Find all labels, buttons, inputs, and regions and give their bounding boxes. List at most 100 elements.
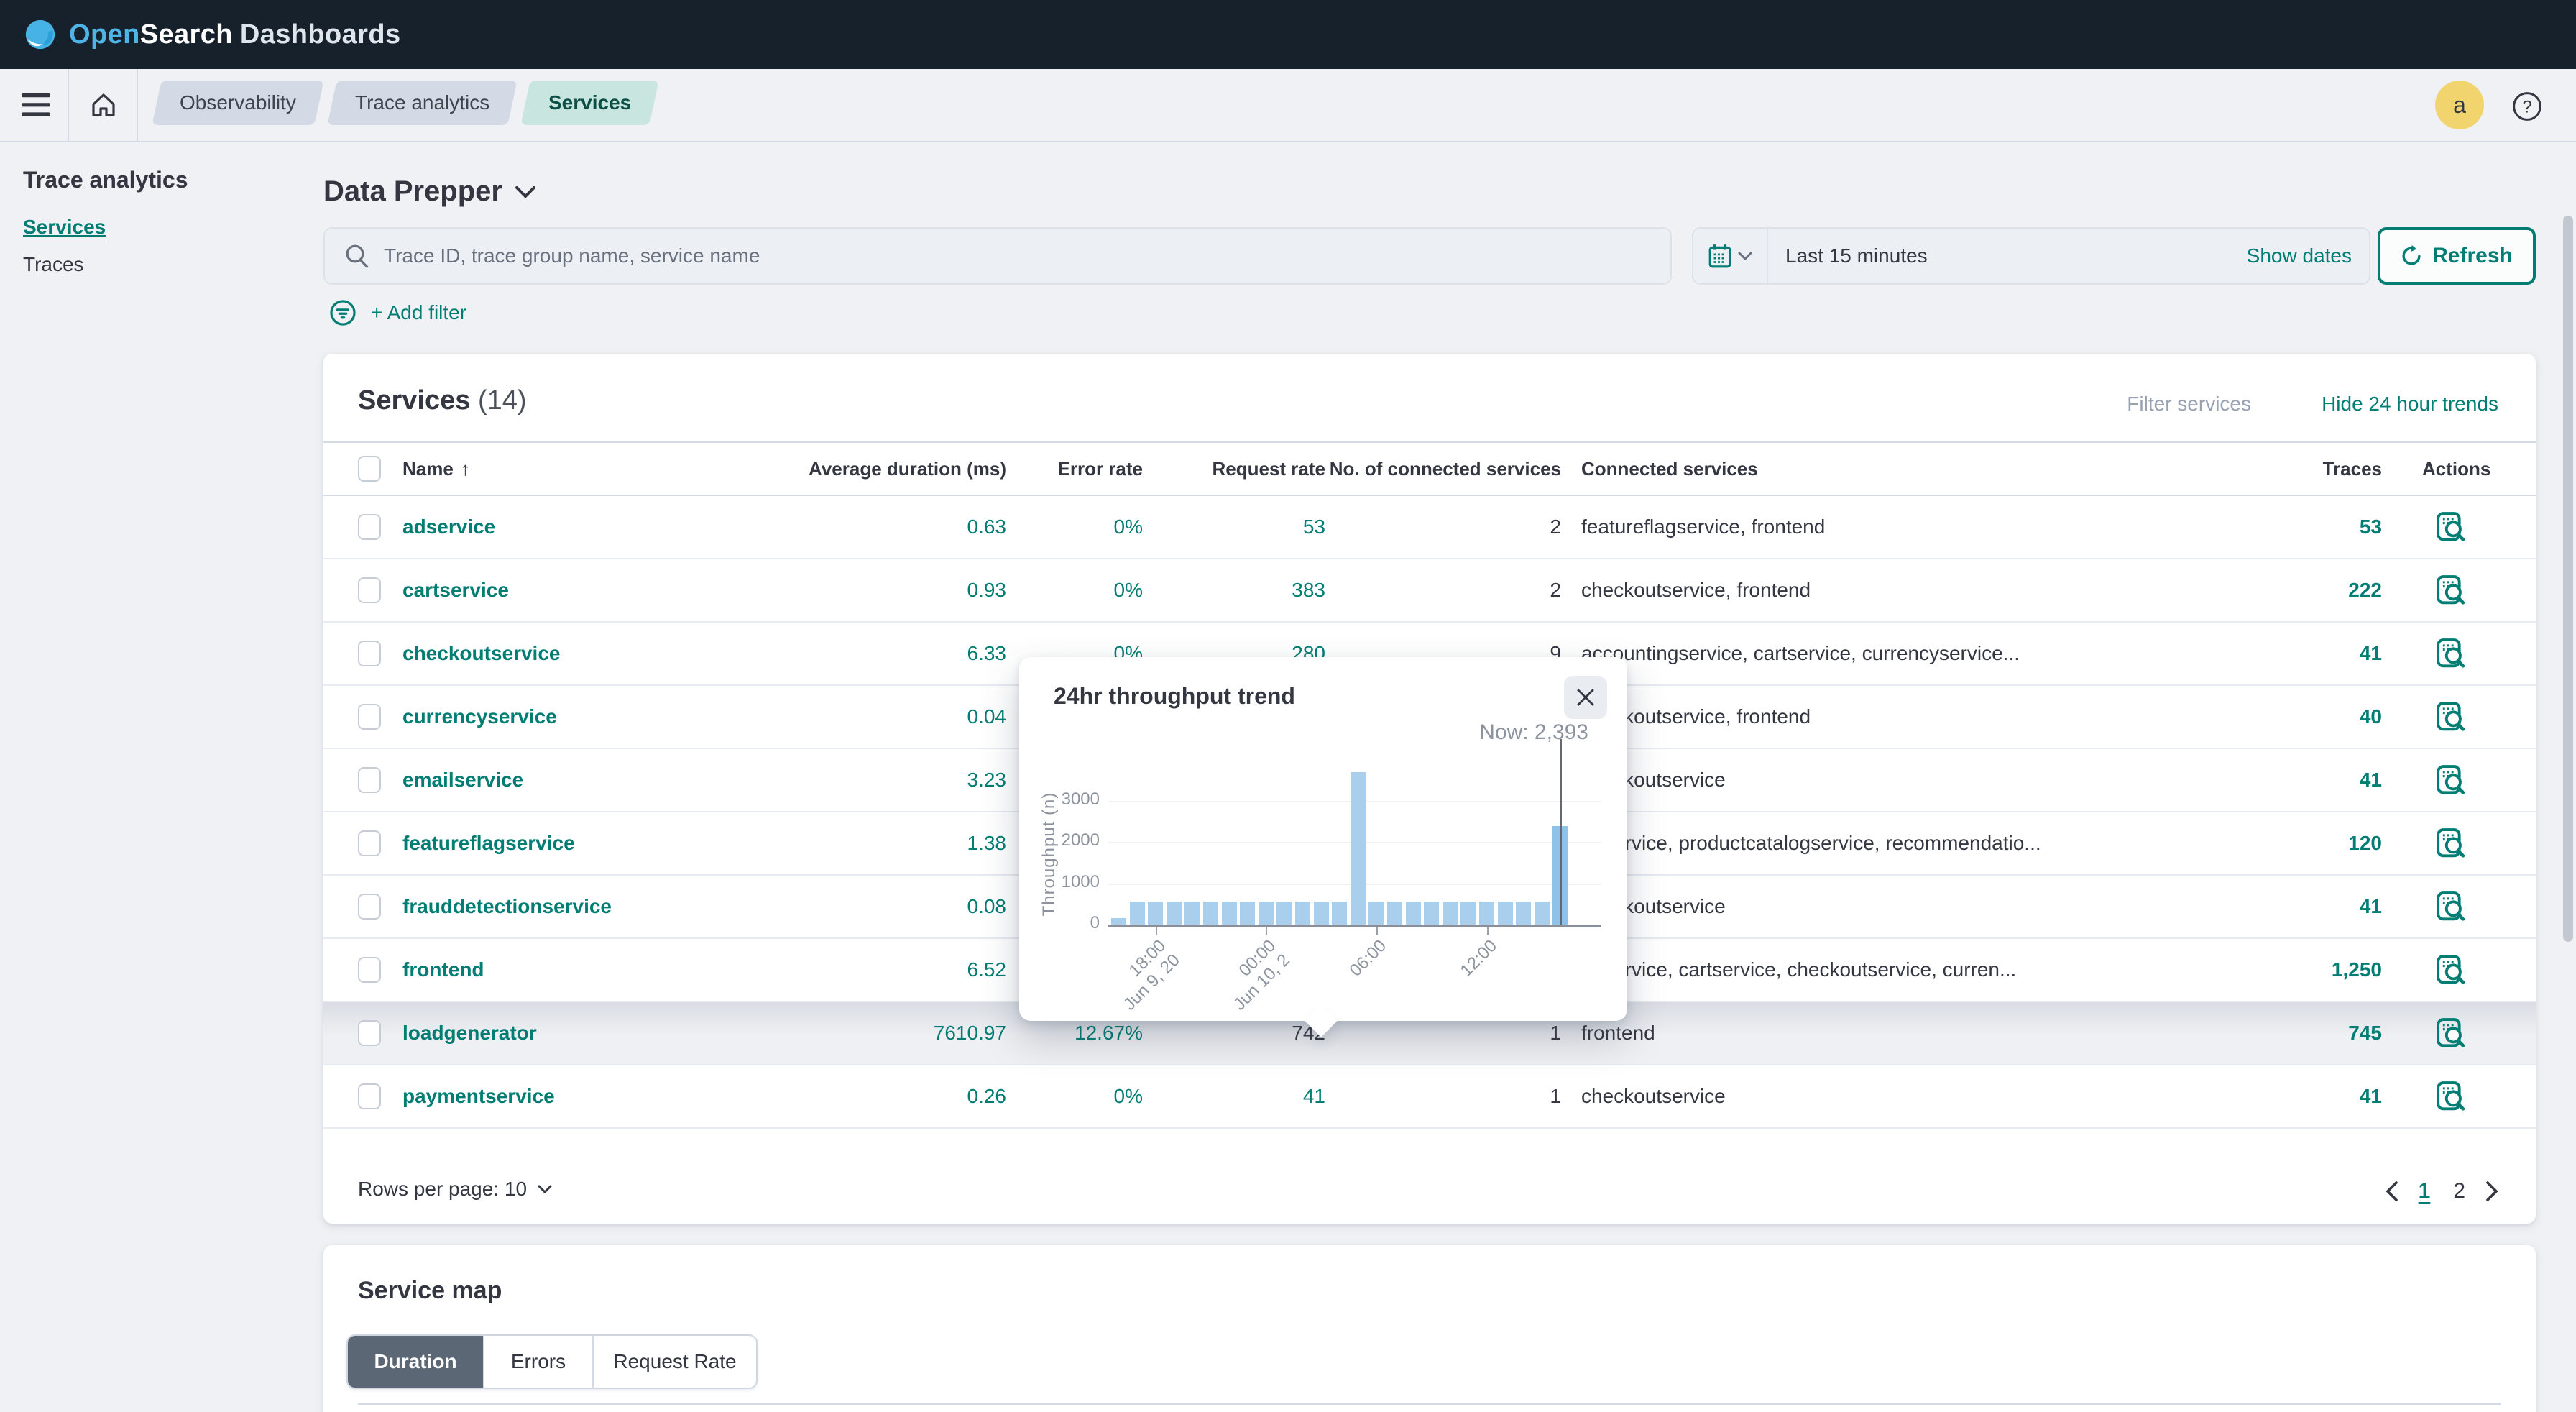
sidebar-item-services[interactable]: Services xyxy=(23,216,106,238)
calendar-dropdown-button[interactable] xyxy=(1693,229,1767,283)
breadcrumb-item-trace-analytics[interactable]: Trace analytics xyxy=(327,81,518,125)
service-map-tab-errors[interactable]: Errors xyxy=(484,1336,594,1388)
view-traces-action[interactable] xyxy=(2435,496,2467,558)
avatar[interactable]: a xyxy=(2435,81,2484,129)
chevron-left-icon[interactable] xyxy=(2386,1181,2398,1201)
service-map-panel: Service map Duration Errors Request Rate xyxy=(323,1245,2536,1412)
throughput-bar xyxy=(1295,902,1310,925)
view-traces-action[interactable] xyxy=(2435,876,2467,937)
row-checkbox[interactable] xyxy=(358,577,381,603)
service-name-link[interactable]: paymentservice xyxy=(402,1085,555,1107)
throughput-bar xyxy=(1442,902,1458,925)
x-tick-mark xyxy=(1155,927,1157,935)
home-icon[interactable] xyxy=(88,89,119,121)
view-traces-action[interactable] xyxy=(2435,1065,2467,1127)
view-traces-action[interactable] xyxy=(2435,559,2467,621)
menu-icon[interactable] xyxy=(20,89,52,121)
service-name-link[interactable]: loadgenerator xyxy=(402,1022,537,1044)
x-axis-line xyxy=(1108,925,1601,927)
page-1-button[interactable]: 1 xyxy=(2418,1179,2431,1203)
select-all-checkbox[interactable] xyxy=(358,456,381,482)
refresh-button[interactable]: Refresh xyxy=(2378,227,2536,285)
row-checkbox[interactable] xyxy=(358,641,381,666)
traces-count-link[interactable]: 41 xyxy=(2359,769,2382,791)
traces-count-link[interactable]: 1,250 xyxy=(2331,958,2382,981)
breadcrumb-label: Trace analytics xyxy=(354,91,490,114)
connected-services-value: checkoutservice xyxy=(1581,769,1726,791)
search-placeholder: Trace ID, trace group name, service name xyxy=(384,244,760,267)
service-map-tab-request-rate[interactable]: Request Rate xyxy=(594,1336,756,1388)
view-traces-action[interactable] xyxy=(2435,1002,2467,1064)
traces-count-link[interactable]: 53 xyxy=(2359,515,2382,538)
request-rate-value[interactable]: 383 xyxy=(1292,579,1325,601)
row-checkbox[interactable] xyxy=(358,767,381,793)
col-header-request-rate[interactable]: Request rate xyxy=(1212,457,1326,480)
view-traces-action[interactable] xyxy=(2435,749,2467,811)
search-input[interactable]: Trace ID, trace group name, service name xyxy=(323,227,1672,285)
col-header-connected-services[interactable]: Connected services xyxy=(1581,457,1758,480)
view-traces-action[interactable] xyxy=(2435,939,2467,1001)
page-scrollbar[interactable] xyxy=(2563,216,2573,942)
row-checkbox[interactable] xyxy=(358,1083,381,1109)
traces-count-link[interactable]: 41 xyxy=(2359,895,2382,917)
traces-count-link[interactable]: 41 xyxy=(2359,1085,2382,1107)
add-filter-button[interactable]: + Add filter xyxy=(329,299,466,326)
col-header-actions: Actions xyxy=(2422,457,2491,480)
traces-count-link[interactable]: 120 xyxy=(2348,832,2382,854)
breadcrumb-item-observability[interactable]: Observability xyxy=(152,81,324,125)
service-name-link[interactable]: cartservice xyxy=(402,579,509,601)
view-traces-action[interactable] xyxy=(2435,623,2467,684)
sidebar-item-traces[interactable]: Traces xyxy=(23,253,84,275)
row-checkbox[interactable] xyxy=(358,830,381,856)
chevron-right-icon[interactable] xyxy=(2485,1181,2498,1201)
request-rate-value[interactable]: 53 xyxy=(1302,515,1325,538)
col-header-connected-count[interactable]: No. of connected services xyxy=(1329,457,1561,480)
show-dates-link[interactable]: Show dates xyxy=(2246,244,2352,267)
nav-divider-2 xyxy=(137,69,138,141)
row-checkbox[interactable] xyxy=(358,704,381,730)
opensearch-logo[interactable]: OpenSearch Dashboards xyxy=(23,17,401,52)
traces-count-link[interactable]: 40 xyxy=(2359,705,2382,728)
view-traces-icon xyxy=(2437,828,2465,858)
col-header-name[interactable]: Name ↑ xyxy=(402,457,470,480)
view-traces-action[interactable] xyxy=(2435,686,2467,748)
throughput-bar xyxy=(1424,902,1440,925)
service-name-link[interactable]: frauddetectionservice xyxy=(402,895,612,917)
close-popover-button[interactable] xyxy=(1564,676,1607,719)
service-name-link[interactable]: featureflagservice xyxy=(402,832,575,854)
service-map-metric-tabs: Duration Errors Request Rate xyxy=(346,1334,758,1389)
service-name-link[interactable]: adservice xyxy=(402,515,496,538)
service-name-link[interactable]: currencyservice xyxy=(402,705,557,728)
rows-per-page-selector[interactable]: Rows per page: 10 xyxy=(358,1178,553,1201)
traces-count-link[interactable]: 41 xyxy=(2359,642,2382,664)
time-range-value[interactable]: Last 15 minutes xyxy=(1785,244,1928,267)
top-app-bar: OpenSearch Dashboards xyxy=(0,0,2576,69)
throughput-bar xyxy=(1332,902,1348,925)
error-rate-value: 0% xyxy=(1113,515,1143,538)
row-checkbox[interactable] xyxy=(358,894,381,920)
col-header-traces[interactable]: Traces xyxy=(2322,457,2382,480)
row-checkbox[interactable] xyxy=(358,514,381,540)
refresh-icon xyxy=(2402,245,2421,265)
row-checkbox[interactable] xyxy=(358,1020,381,1046)
col-header-avg-duration[interactable]: Average duration (ms) xyxy=(809,457,1006,480)
request-rate-value[interactable]: 41 xyxy=(1302,1085,1325,1107)
page-2-button[interactable]: 2 xyxy=(2453,1179,2465,1203)
service-name-link[interactable]: frontend xyxy=(402,958,484,981)
hide-trends-link[interactable]: Hide 24 hour trends xyxy=(2322,393,2498,415)
service-name-link[interactable]: emailservice xyxy=(402,769,524,791)
row-checkbox[interactable] xyxy=(358,957,381,983)
filter-services-link[interactable]: Filter services xyxy=(2127,393,2251,415)
avg-duration-value: 6.33 xyxy=(967,642,1007,664)
service-name-link[interactable]: checkoutservice xyxy=(402,642,561,664)
view-traces-action[interactable] xyxy=(2435,812,2467,874)
help-icon[interactable]: ? xyxy=(2510,89,2544,124)
x-tick-label: 06:00 xyxy=(1346,936,1390,981)
breadcrumb-item-services[interactable]: Services xyxy=(520,81,659,125)
traces-count-link[interactable]: 222 xyxy=(2348,579,2382,601)
col-header-error-rate[interactable]: Error rate xyxy=(1057,457,1144,480)
service-map-tab-duration[interactable]: Duration xyxy=(348,1336,484,1388)
datasource-selector[interactable]: Data Prepper xyxy=(323,175,535,208)
traces-count-link[interactable]: 745 xyxy=(2348,1022,2382,1044)
